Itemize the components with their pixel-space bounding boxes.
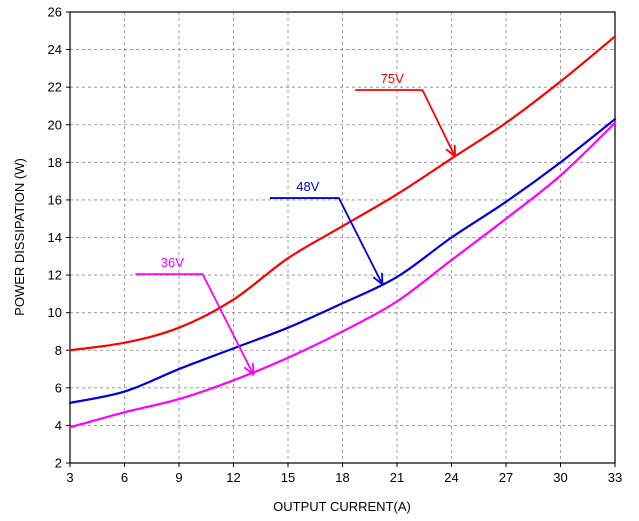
y-tick-label: 4 (55, 418, 62, 433)
x-tick-label: 15 (281, 470, 295, 485)
annotation-label-48v: 48V (296, 179, 319, 194)
series-lines (68, 35, 617, 429)
x-axis-ticks: 3 6 9 12 15 18 21 24 27 30 33 (66, 463, 622, 485)
y-tick-label: 14 (48, 230, 62, 245)
y-tick-label: 18 (48, 155, 62, 170)
x-axis-title: OUTPUT CURRENT(A) (273, 499, 411, 514)
annotation-leader-36v (135, 273, 255, 376)
x-tick-label: 18 (335, 470, 349, 485)
series-annotations: 75V 48V 36V (135, 71, 457, 376)
y-tick-label: 8 (55, 343, 62, 358)
annotation-arrowhead-75v (445, 144, 457, 158)
x-tick-label: 9 (175, 470, 182, 485)
x-tick-label: 21 (390, 470, 404, 485)
x-tick-label: 12 (226, 470, 240, 485)
annotation-label-75v: 75V (381, 71, 404, 86)
y-tick-label: 10 (48, 305, 62, 320)
annotation-arrowhead-36v (244, 362, 255, 376)
y-tick-label: 26 (48, 5, 62, 20)
y-tick-label: 12 (48, 268, 62, 283)
y-tick-label: 2 (55, 456, 62, 471)
series-line-36v (68, 121, 617, 429)
y-tick-label: 20 (48, 117, 62, 132)
annotation-arrowhead-48v (373, 272, 384, 286)
y-tick-label: 24 (48, 42, 62, 57)
x-tick-label: 33 (608, 470, 622, 485)
x-tick-label: 6 (121, 470, 128, 485)
annotation-leader-75v (355, 89, 456, 158)
annotation-label-36v: 36V (161, 255, 184, 270)
y-tick-label: 22 (48, 80, 62, 95)
series-line-48v (68, 118, 617, 404)
annotation-leader-48v (269, 197, 384, 285)
y-axis-title: POWER DISSIPATION (W) (12, 158, 27, 316)
grid (70, 12, 615, 463)
y-tick-label: 16 (48, 192, 62, 207)
x-tick-label: 3 (66, 470, 73, 485)
y-tick-label: 6 (55, 380, 62, 395)
series-line-75v (68, 35, 617, 352)
x-tick-label: 27 (499, 470, 513, 485)
x-tick-label: 24 (444, 470, 458, 485)
x-tick-label: 30 (553, 470, 567, 485)
